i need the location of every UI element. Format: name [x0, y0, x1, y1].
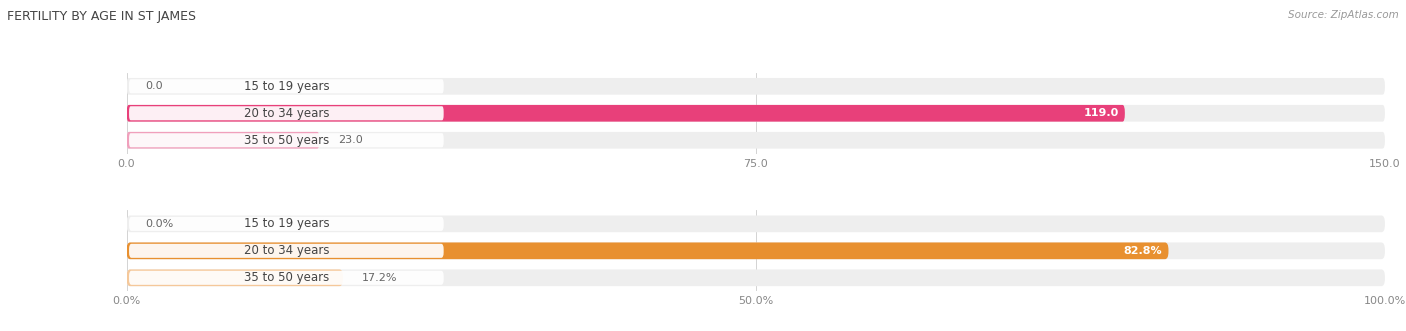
FancyBboxPatch shape: [129, 133, 444, 147]
FancyBboxPatch shape: [127, 105, 1385, 121]
FancyBboxPatch shape: [127, 132, 1385, 149]
Text: FERTILITY BY AGE IN ST JAMES: FERTILITY BY AGE IN ST JAMES: [7, 10, 195, 23]
FancyBboxPatch shape: [127, 243, 1385, 259]
FancyBboxPatch shape: [127, 215, 1385, 232]
Text: 17.2%: 17.2%: [361, 273, 398, 283]
FancyBboxPatch shape: [129, 106, 444, 120]
Text: 0.0: 0.0: [145, 81, 163, 91]
FancyBboxPatch shape: [127, 132, 319, 149]
FancyBboxPatch shape: [127, 269, 1385, 286]
Text: 23.0: 23.0: [339, 135, 363, 145]
Text: 119.0: 119.0: [1083, 108, 1119, 118]
FancyBboxPatch shape: [127, 269, 343, 286]
Text: 82.8%: 82.8%: [1123, 246, 1163, 256]
FancyBboxPatch shape: [129, 244, 444, 258]
Text: 15 to 19 years: 15 to 19 years: [243, 217, 329, 230]
Text: 0.0%: 0.0%: [145, 219, 174, 229]
FancyBboxPatch shape: [129, 271, 444, 285]
FancyBboxPatch shape: [129, 217, 444, 231]
Text: Source: ZipAtlas.com: Source: ZipAtlas.com: [1288, 10, 1399, 20]
Text: 15 to 19 years: 15 to 19 years: [243, 80, 329, 93]
FancyBboxPatch shape: [129, 79, 444, 93]
FancyBboxPatch shape: [127, 78, 1385, 95]
FancyBboxPatch shape: [127, 105, 1125, 121]
Text: 20 to 34 years: 20 to 34 years: [243, 107, 329, 120]
Text: 20 to 34 years: 20 to 34 years: [243, 244, 329, 257]
Text: 35 to 50 years: 35 to 50 years: [243, 271, 329, 284]
FancyBboxPatch shape: [127, 243, 1168, 259]
Text: 35 to 50 years: 35 to 50 years: [243, 134, 329, 147]
